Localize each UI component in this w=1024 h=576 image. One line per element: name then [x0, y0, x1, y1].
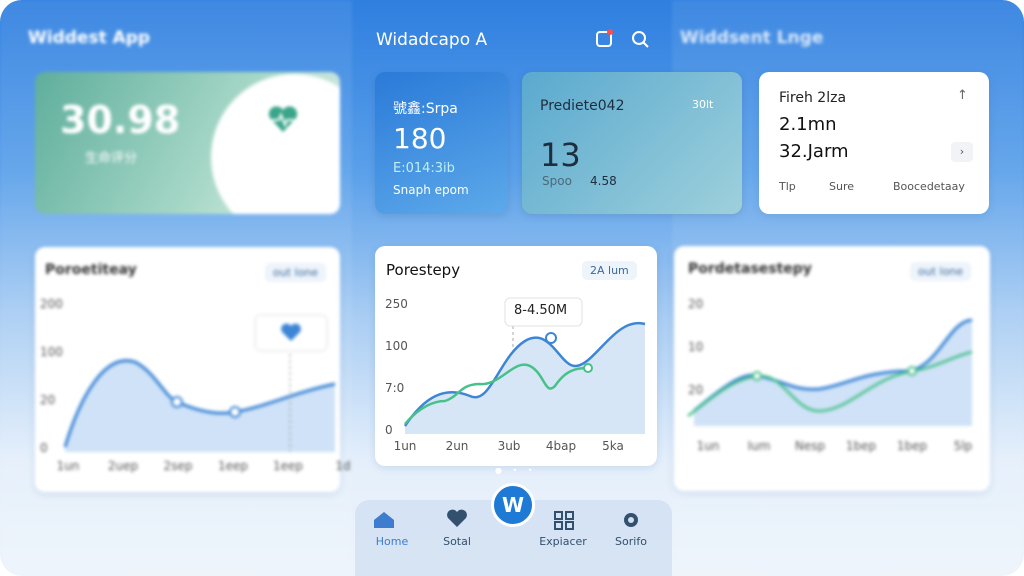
score-label: 生命评分 — [85, 151, 138, 166]
x-tick-label: 1bep — [845, 439, 877, 453]
next-button[interactable]: › — [951, 142, 973, 162]
card-title: Fireh 2lza — [779, 90, 847, 106]
stat-card: Fireh 2lza ↑ 2.1mn 32.Jarm › Tlp Sure Bo… — [759, 72, 989, 214]
x-tick-label: 3ub — [497, 439, 521, 453]
card-line: 32.Jarm — [779, 141, 849, 162]
y-tick-label: 0 — [40, 441, 48, 455]
chart-card: Porestepy 2A lum 250 100 7:0 0 1un 2un 3ub 4bap… — [375, 246, 657, 466]
x-tick-label: Nesp — [794, 439, 826, 453]
line-chart — [687, 318, 973, 426]
x-tick-label: Ium — [747, 439, 771, 453]
score-value: 30.98 — [60, 98, 181, 142]
header-icons[interactable] — [594, 28, 654, 52]
tooltip: 8-4.50M — [514, 303, 568, 318]
y-tick-label: 100 — [385, 339, 408, 353]
x-tick-label: 5ka — [602, 439, 624, 453]
x-tick-label: 1un — [393, 439, 417, 453]
x-tick-label: 1un — [56, 459, 80, 473]
heart-icon — [268, 106, 298, 132]
line-chart — [63, 314, 336, 452]
y-tick-label: 250 — [385, 297, 408, 311]
x-tick-label: 1un — [696, 439, 720, 453]
card-line: Spoo — [542, 174, 572, 188]
arrow-icon[interactable]: ↑ — [957, 88, 968, 103]
line-chart — [403, 297, 646, 434]
x-tick-label: 2un — [445, 439, 469, 453]
y-tick-label: 7:0 — [385, 381, 405, 395]
badge: out lone — [910, 262, 972, 281]
chart-title: Poroetiteay — [45, 262, 137, 278]
chart-card: Pordetasestepy out lone 20 10 20 1un Ium Nesp… — [674, 246, 990, 491]
chart-title: Porestepy — [386, 261, 461, 279]
nav-label[interactable]: Sotal — [443, 535, 471, 548]
left-panel: Widdest App 30.98 生命评分 Poroetiteay out l… — [0, 0, 352, 576]
y-tick-label: 20 — [40, 393, 56, 407]
card-tag: 30lt — [692, 98, 714, 111]
y-tick-label: 20 — [688, 383, 704, 397]
card-title: 號鑫:Srpa — [393, 101, 458, 117]
badge: out lone — [265, 263, 327, 282]
x-tick-label: 1bep — [896, 439, 928, 453]
x-tick-label: 1eep — [217, 459, 249, 473]
footer-item: Boocedetaay — [893, 180, 965, 193]
y-tick-label: 10 — [688, 340, 704, 354]
score-card: 30.98 生命评分 — [35, 72, 340, 214]
card-value: 13 — [540, 136, 581, 174]
stat-card: 號鑫:Srpa 180 E:014:3ib Snaph epom — [375, 72, 508, 214]
footer-item: Tlp — [779, 180, 796, 193]
y-tick-label: 100 — [40, 345, 63, 359]
nav-label[interactable]: Home — [375, 535, 409, 548]
footer-item: Sure — [829, 180, 855, 193]
card-line: 2.1mn — [779, 114, 837, 135]
nav-icons — [374, 509, 638, 530]
app-title: Widadcapo A — [376, 30, 488, 50]
nav-label[interactable]: Expiacer — [539, 535, 587, 548]
y-tick-label: 200 — [40, 297, 63, 311]
app-title: Widdest App — [28, 28, 151, 48]
app-title: Widdsent Lnge — [680, 28, 824, 48]
card-title: Prediete042 — [540, 98, 625, 114]
x-tick-label: 5lp — [953, 439, 973, 453]
card-line: 4.58 — [590, 174, 617, 188]
card-line: Snaph epom — [393, 183, 469, 197]
page-dots[interactable]: ● • • — [495, 466, 537, 475]
x-tick-label: 1d — [335, 459, 351, 473]
card-value: 180 — [393, 122, 447, 155]
logo-button[interactable]: W — [491, 483, 535, 527]
x-tick-label: 2sep — [163, 459, 193, 473]
chart-title: Pordetasestepy — [688, 261, 812, 277]
chart-card: Poroetiteay out lone 200 100 20 0 1un 2uep 2se… — [35, 247, 351, 492]
badge: 2A lum — [582, 261, 637, 280]
y-tick-label: 0 — [385, 423, 393, 437]
x-tick-label: 4bap — [545, 439, 577, 453]
stat-card: Prediete042 30lt 13 Spoo 4.58 — [522, 72, 742, 214]
x-tick-label: 1eep — [272, 459, 304, 473]
card-line: E:014:3ib — [393, 161, 455, 176]
x-tick-label: 2uep — [107, 459, 139, 473]
nav-label[interactable]: Sorifo — [615, 535, 647, 548]
y-tick-label: 20 — [688, 297, 704, 311]
